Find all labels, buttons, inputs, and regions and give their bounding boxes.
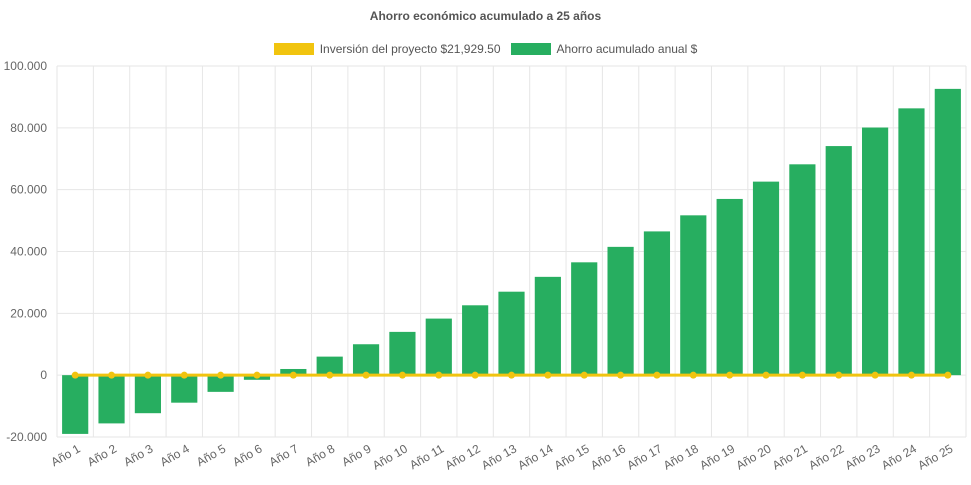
bar <box>498 291 525 376</box>
x-tick-label: Año 1 <box>49 441 83 469</box>
bar <box>934 88 961 376</box>
investment-point <box>108 371 116 379</box>
x-tick-label: Año 23 <box>843 441 883 472</box>
x-tick-label: Año 4 <box>158 441 192 469</box>
bar <box>752 181 780 376</box>
bar <box>352 344 380 376</box>
y-tick-label: 0 <box>40 368 47 382</box>
bar <box>680 215 707 376</box>
legend: Inversión del proyecto $21,929.50 Ahorro… <box>0 42 971 56</box>
investment-point <box>144 371 152 379</box>
chart-title: Ahorro económico acumulado a 25 años <box>369 9 602 23</box>
bar <box>462 305 489 376</box>
investment-point <box>871 371 879 379</box>
investment-point <box>398 371 406 379</box>
investment-point <box>217 371 225 379</box>
investment-point <box>435 371 443 379</box>
x-tick-label: Año 12 <box>443 441 483 472</box>
investment-point <box>289 371 297 379</box>
investment-point <box>689 371 697 379</box>
bar <box>316 356 343 376</box>
investment-point <box>653 371 661 379</box>
x-tick-label: Año 13 <box>479 441 519 472</box>
bar <box>207 375 234 392</box>
x-tick-label: Año 2 <box>85 441 119 469</box>
y-tick-label: 20.000 <box>10 306 47 320</box>
investment-point <box>71 371 79 379</box>
legend-label-ahorro: Ahorro acumulado anual $ <box>556 42 698 56</box>
bar <box>171 375 198 403</box>
x-tick-label: Año 5 <box>194 441 228 469</box>
bar <box>98 375 125 424</box>
legend-label-inversion: Inversión del proyecto $21,929.50 <box>319 42 501 56</box>
investment-point <box>180 371 188 379</box>
bar <box>425 318 452 376</box>
x-tick-label: Año 19 <box>697 441 737 472</box>
investment-point <box>253 371 261 379</box>
bar <box>862 127 889 376</box>
x-tick-label: Año 7 <box>267 441 301 469</box>
investment-point <box>762 371 770 379</box>
bar <box>789 164 816 376</box>
x-tick-label: Año 24 <box>879 441 919 472</box>
investment-point <box>798 371 806 379</box>
bar <box>898 108 925 376</box>
bar <box>134 375 161 414</box>
investment-point <box>471 371 479 379</box>
bar <box>389 331 416 376</box>
investment-point <box>726 371 734 379</box>
x-tick-label: Año 8 <box>303 441 337 469</box>
x-tick-label: Año 16 <box>588 441 628 472</box>
y-tick-label: 80.000 <box>10 121 47 135</box>
investment-point <box>617 371 625 379</box>
y-tick-label: 60.000 <box>10 183 47 197</box>
investment-point <box>907 371 915 379</box>
bar <box>607 246 634 376</box>
x-tick-label: Año 6 <box>230 441 264 469</box>
bar <box>716 198 743 376</box>
x-tick-label: Año 17 <box>624 441 664 472</box>
bar <box>62 375 89 434</box>
bar <box>534 276 561 376</box>
legend-item-ahorro[interactable]: Ahorro acumulado anual $ <box>510 42 698 56</box>
legend-swatch-inversion <box>273 43 314 55</box>
x-tick-label: Año 18 <box>661 441 701 472</box>
investment-point <box>835 371 843 379</box>
investment-point <box>580 371 588 379</box>
x-tick-label: Año 15 <box>552 441 592 472</box>
legend-swatch-ahorro <box>510 43 551 55</box>
investment-point <box>362 371 370 379</box>
investment-point <box>944 371 952 379</box>
x-tick-label: Año 11 <box>407 441 446 472</box>
bar <box>571 262 598 376</box>
x-tick-label: Año 25 <box>915 441 955 472</box>
bar <box>643 231 671 376</box>
y-tick-label: 100.000 <box>4 59 48 73</box>
x-tick-label: Año 14 <box>515 441 555 472</box>
bar <box>825 146 852 376</box>
x-tick-label: Año 10 <box>370 441 410 472</box>
y-tick-label: -20.000 <box>6 430 47 444</box>
investment-point <box>508 371 515 379</box>
x-tick-label: Año 9 <box>339 441 373 469</box>
y-tick-label: 40.000 <box>10 245 47 259</box>
legend-item-inversion[interactable]: Inversión del proyecto $21,929.50 <box>273 42 501 56</box>
x-tick-label: Año 3 <box>121 441 155 469</box>
x-tick-label: Año 20 <box>734 441 774 472</box>
investment-point <box>544 371 552 379</box>
investment-point <box>326 371 334 379</box>
x-tick-label: Año 22 <box>806 441 846 472</box>
x-tick-label: Año 21 <box>770 441 810 472</box>
